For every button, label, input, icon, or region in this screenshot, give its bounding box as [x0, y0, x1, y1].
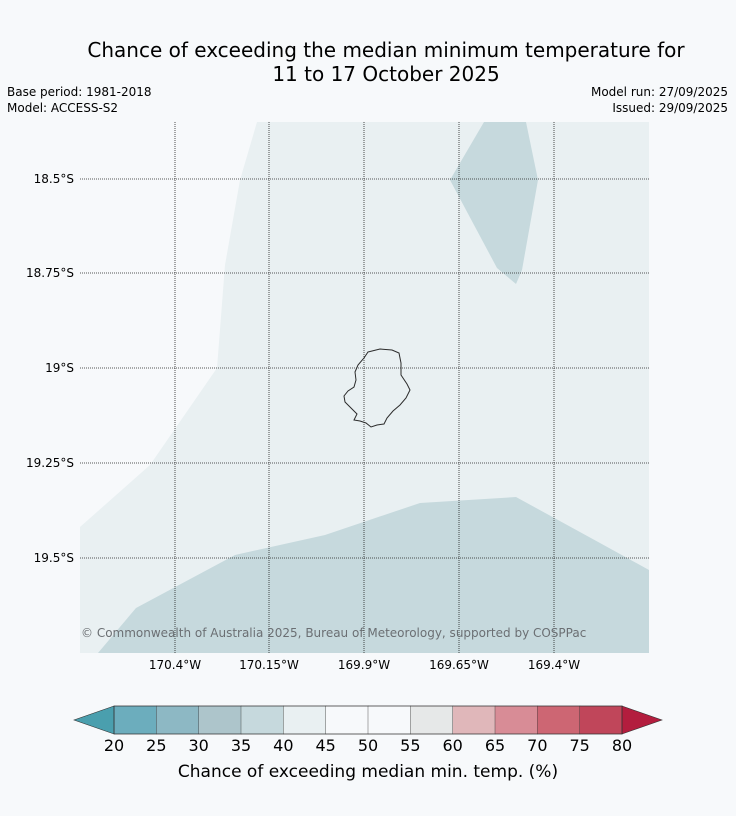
lon-label-170-15: 170.15°W — [239, 658, 299, 672]
graticule — [80, 122, 649, 653]
map-fill-layer — [80, 122, 649, 653]
meta-right: Model run: 27/09/2025 Issued: 29/09/2025 — [591, 84, 728, 116]
colorbar-outline — [113, 705, 623, 735]
region-35-40-north — [450, 122, 538, 284]
colorbar-band — [410, 705, 454, 735]
region-35-40-south — [98, 497, 649, 653]
colorbar-tick-label: 75 — [569, 736, 590, 755]
colorbar-tick-label: 65 — [484, 736, 506, 755]
lat-label-19: 19°S — [45, 361, 74, 375]
lon-label-169-4: 169.4°W — [527, 658, 581, 672]
lon-label-169-65: 169.65°W — [429, 658, 489, 672]
issued-text: Issued: 29/09/2025 — [612, 101, 728, 115]
colorbar-tick-label: 20 — [103, 736, 125, 755]
lat-label-18-5: 18.5°S — [33, 172, 74, 186]
niue-coastline — [343, 348, 411, 428]
colorbar-label: Chance of exceeding median min. temp. (%… — [177, 762, 559, 782]
colorbar-tick-label: 25 — [146, 736, 167, 755]
colorbar-band — [283, 705, 327, 735]
colorbar-bands — [113, 705, 623, 735]
colorbar-tick-label: 35 — [230, 736, 252, 755]
colorbar-band — [579, 705, 623, 735]
colorbar-band — [494, 705, 539, 735]
colorbar-tick-label: 55 — [400, 736, 421, 755]
colorbar-band — [240, 705, 285, 735]
lat-label-19-25: 19.25°S — [26, 456, 74, 470]
colorbar-tick-label: 50 — [357, 736, 379, 755]
lon-label-170-4: 170.4°W — [148, 658, 202, 672]
title-line-2: 11 to 17 October 2025 — [272, 62, 500, 86]
colorbar-tick-label: 70 — [527, 736, 548, 755]
chart-title: Chance of exceeding the median minimum t… — [0, 38, 736, 86]
colorbar-band — [452, 705, 496, 735]
colorbar-band — [367, 705, 412, 735]
colorbar-band — [156, 705, 200, 735]
colorbar-band — [113, 705, 158, 735]
colorbar-tick-label: 45 — [315, 736, 336, 755]
colorbar-over-arrow — [621, 705, 663, 735]
lon-label-169-9: 169.9°W — [337, 658, 391, 672]
base-period-text: Base period: 1981-2018 — [7, 85, 152, 99]
meta-left: Base period: 1981-2018 Model: ACCESS-S2 — [7, 84, 152, 116]
title-line-1: Chance of exceeding the median minimum t… — [87, 38, 685, 62]
colorbar-tick-label: 30 — [188, 736, 209, 755]
colorbar-band — [325, 705, 369, 735]
colorbar-band — [198, 705, 242, 735]
model-run-text: Model run: 27/09/2025 — [590, 85, 728, 99]
colorbar-band — [537, 705, 581, 735]
colorbar-tick-label: 40 — [273, 736, 294, 755]
colorbar-tick-label: 80 — [611, 736, 633, 755]
colorbar-tick-label: 60 — [442, 736, 463, 755]
model-text: Model: ACCESS-S2 — [7, 101, 119, 115]
colorbar-under-arrow — [73, 705, 115, 735]
map-panel — [80, 122, 649, 653]
lat-label-18-75: 18.75°S — [26, 266, 74, 280]
copyright-notice: © Commonwealth of Australia 2025, Bureau… — [81, 626, 587, 640]
lat-label-19-5: 19.5°S — [33, 551, 74, 565]
